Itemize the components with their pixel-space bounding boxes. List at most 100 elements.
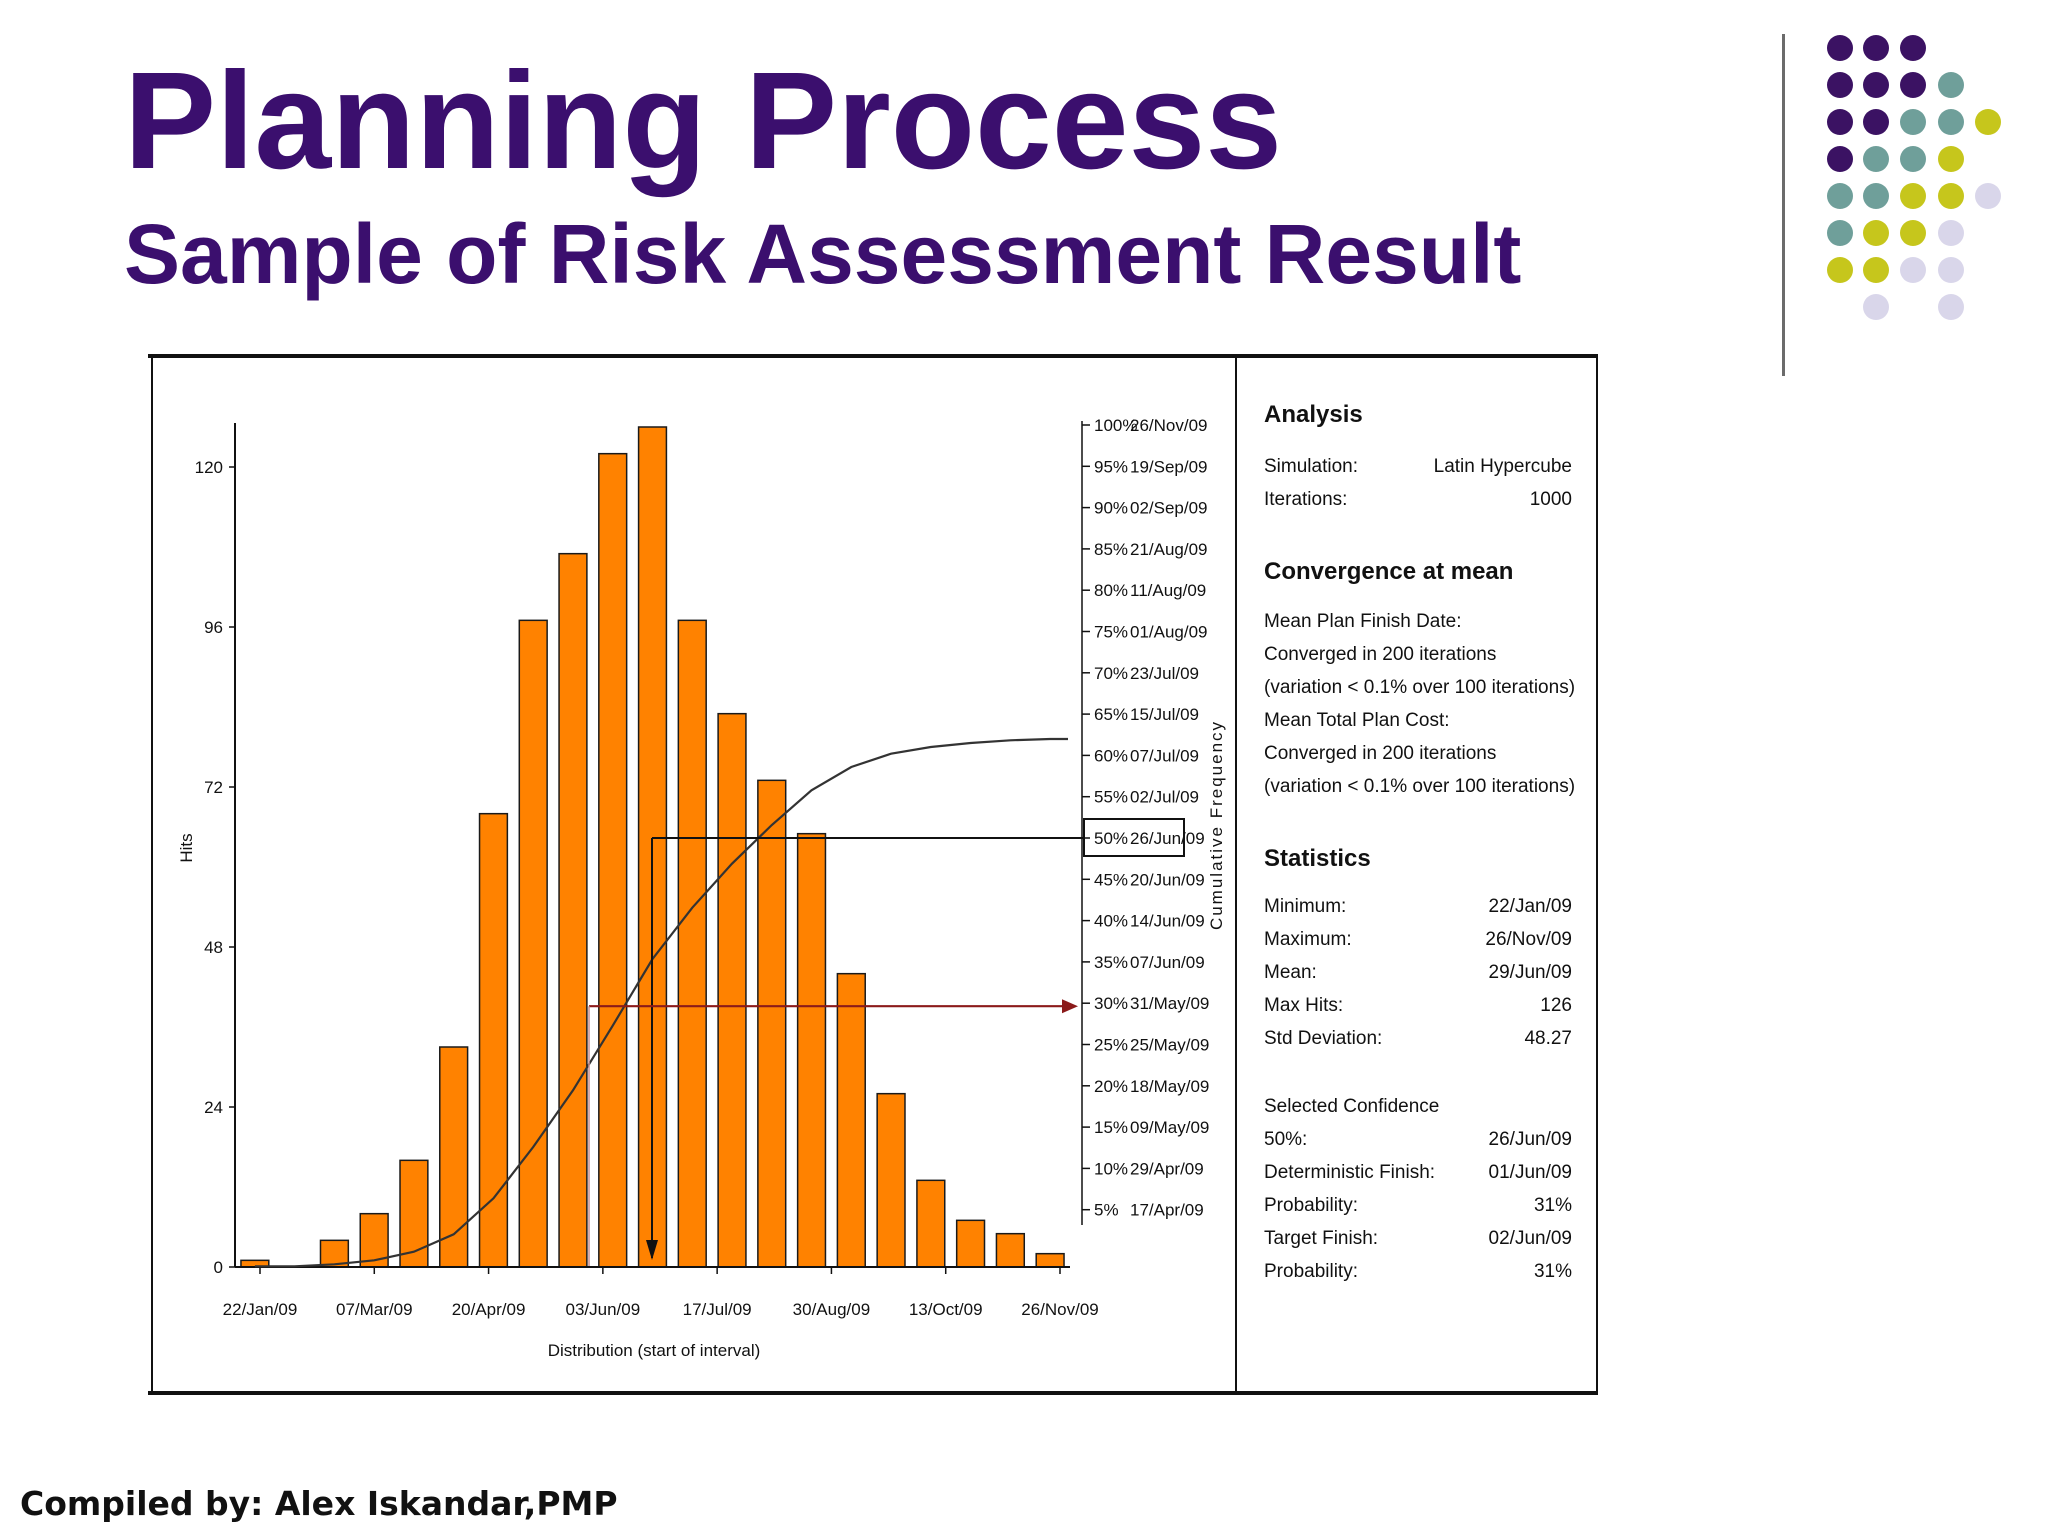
convergence-heading: Convergence at mean	[1264, 558, 1513, 585]
cumulative-percent-label: 40%	[1094, 912, 1128, 931]
statistic-value: 29/Jun/09	[1489, 962, 1572, 983]
deterministic-arrow-head	[1062, 999, 1078, 1014]
convergence-line: Mean Total Plan Cost:	[1264, 710, 1450, 731]
y-tick-label: 0	[214, 1258, 223, 1277]
histogram-bar	[677, 619, 707, 1268]
y-tick-label: 72	[204, 778, 223, 797]
x-tick-label: 26/Nov/09	[1021, 1300, 1099, 1319]
x-tick-label: 07/Mar/09	[336, 1300, 413, 1319]
y-tick-label: 120	[195, 458, 223, 477]
cumulative-percent-label: 80%	[1094, 581, 1128, 600]
cumulative-percent-label: 15%	[1094, 1118, 1128, 1137]
x-tick-label: 03/Jun/09	[566, 1300, 641, 1319]
cumulative-date-label: 11/Aug/09	[1130, 581, 1206, 600]
y-axis: 0 24 48 72 96 120 Hits	[177, 423, 236, 1277]
cumulative-axis: 100%26/Nov/09 95% 19/Sep/09 90% 02/Sep/09 85%…	[1081, 416, 1226, 1225]
cumulative-percent-label: 20%	[1094, 1077, 1128, 1096]
cumulative-percent-label: 75%	[1094, 623, 1128, 642]
cumulative-date-label: 07/Jul/09	[1130, 746, 1199, 765]
cumulative-percent-label: 95%	[1094, 457, 1128, 476]
histogram-bar	[558, 552, 588, 1268]
cumulative-percent-label: 70%	[1094, 664, 1128, 683]
histogram-bar	[955, 1219, 986, 1268]
y-tick-label: 96	[204, 618, 223, 637]
cumulative-percent-label: 35%	[1094, 953, 1128, 972]
cumulative-date-label: 26/Jun/09	[1130, 829, 1205, 848]
histogram-bar	[995, 1232, 1026, 1268]
cumulative-percent-label: 55%	[1094, 788, 1128, 807]
convergence-line: Converged in 200 iterations	[1264, 743, 1496, 764]
risk-histogram-chart: 0 24 48 72 96 120 Hits 22/Jan/09 07/Mar/09 20/Ap…	[148, 354, 1598, 1395]
marker-lines	[588, 837, 1084, 1266]
drop-arrow-head	[646, 1240, 658, 1260]
cumulative-percent-label: 5%	[1094, 1201, 1119, 1220]
statistic-value: 22/Jan/09	[1489, 896, 1572, 917]
cumulative-percent-label: 100%	[1094, 416, 1137, 435]
statistic-label: Max Hits:	[1264, 995, 1343, 1016]
cumulative-date-label: 23/Jul/09	[1130, 664, 1199, 683]
confidence-value: 02/Jun/09	[1489, 1228, 1572, 1249]
cumulative-date-label: 07/Jun/09	[1130, 953, 1205, 972]
x-tick-label: 17/Jul/09	[683, 1300, 752, 1319]
y-tick-label: 24	[204, 1098, 223, 1117]
cumulative-percent-label: 30%	[1094, 994, 1128, 1013]
confidence-value: 31%	[1534, 1195, 1572, 1216]
x-tick-label: 13/Oct/09	[909, 1300, 983, 1319]
cumulative-date-label: 01/Aug/09	[1130, 623, 1208, 642]
histogram-bar	[399, 1159, 429, 1268]
cumulative-axis-title: Cumulative Frequency	[1207, 720, 1226, 930]
histogram-bars	[240, 426, 1065, 1268]
cumulative-date-label: 18/May/09	[1130, 1077, 1209, 1096]
cumulative-date-label: 14/Jun/09	[1130, 912, 1205, 931]
histogram-bar	[478, 812, 509, 1268]
histogram-bar	[1035, 1252, 1065, 1268]
confidence-label: Deterministic Finish:	[1264, 1162, 1435, 1183]
convergence-line: (variation < 0.1% over 100 iterations)	[1264, 776, 1575, 797]
cumulative-date-label: 29/Apr/09	[1130, 1159, 1204, 1178]
cumulative-curve	[254, 737, 1068, 1268]
statistic-value: 48.27	[1524, 1028, 1572, 1049]
cumulative-date-label: 09/May/09	[1130, 1118, 1209, 1137]
confidence-value: 01/Jun/09	[1489, 1162, 1572, 1183]
statistics-heading: Statistics	[1264, 845, 1371, 872]
cumulative-percent-label: 45%	[1094, 870, 1128, 889]
simulation-value: Latin Hypercube	[1434, 456, 1572, 477]
cumulative-date-label: 20/Jun/09	[1130, 870, 1205, 889]
y-axis-title: Hits	[177, 833, 196, 862]
x-axis: 22/Jan/09 07/Mar/09 20/Apr/09 03/Jun/09 17/J…	[223, 1266, 1099, 1360]
confidence-value: 26/Jun/09	[1489, 1129, 1572, 1150]
x-tick-label: 30/Aug/09	[793, 1300, 871, 1319]
convergence-line: (variation < 0.1% over 100 iterations)	[1264, 677, 1575, 698]
statistic-label: Std Deviation:	[1264, 1028, 1382, 1049]
histogram-bar	[518, 619, 548, 1268]
iterations-label: Iterations:	[1264, 489, 1347, 510]
analysis-heading: Analysis	[1264, 401, 1363, 428]
cumulative-percent-label: 10%	[1094, 1159, 1128, 1178]
convergence-line: Converged in 200 iterations	[1264, 644, 1496, 665]
y-tick-label: 48	[204, 938, 223, 957]
slide-title: Planning Process	[124, 44, 1283, 198]
cumulative-percent-label: 60%	[1094, 746, 1128, 765]
simulation-label: Simulation:	[1264, 456, 1358, 477]
x-tick-label: 22/Jan/09	[223, 1300, 298, 1319]
cumulative-percent-label: 50%	[1094, 829, 1128, 848]
slide-subtitle: Sample of Risk Assessment Result	[124, 207, 1522, 301]
statistic-label: Maximum:	[1264, 929, 1352, 950]
statistic-label: Minimum:	[1264, 896, 1346, 917]
histogram-bar	[598, 452, 628, 1268]
histogram-bar	[757, 779, 787, 1268]
confidence-value: 31%	[1534, 1261, 1572, 1282]
histogram-bar	[836, 972, 866, 1268]
cumulative-date-label: 02/Jul/09	[1130, 788, 1199, 807]
histogram-bar	[717, 712, 747, 1268]
x-tick-label: 20/Apr/09	[452, 1300, 526, 1319]
histogram-bar	[876, 1092, 906, 1268]
cumulative-percent-label: 65%	[1094, 705, 1128, 724]
iterations-value: 1000	[1530, 489, 1572, 510]
confidence-label: Target Finish:	[1264, 1228, 1378, 1249]
cumulative-line	[254, 737, 1068, 1268]
vertical-divider-line	[1782, 34, 1785, 376]
cumulative-date-label: 21/Aug/09	[1130, 540, 1208, 559]
cumulative-date-label: 15/Jul/09	[1130, 705, 1199, 724]
confidence-heading: Selected Confidence	[1264, 1096, 1439, 1117]
